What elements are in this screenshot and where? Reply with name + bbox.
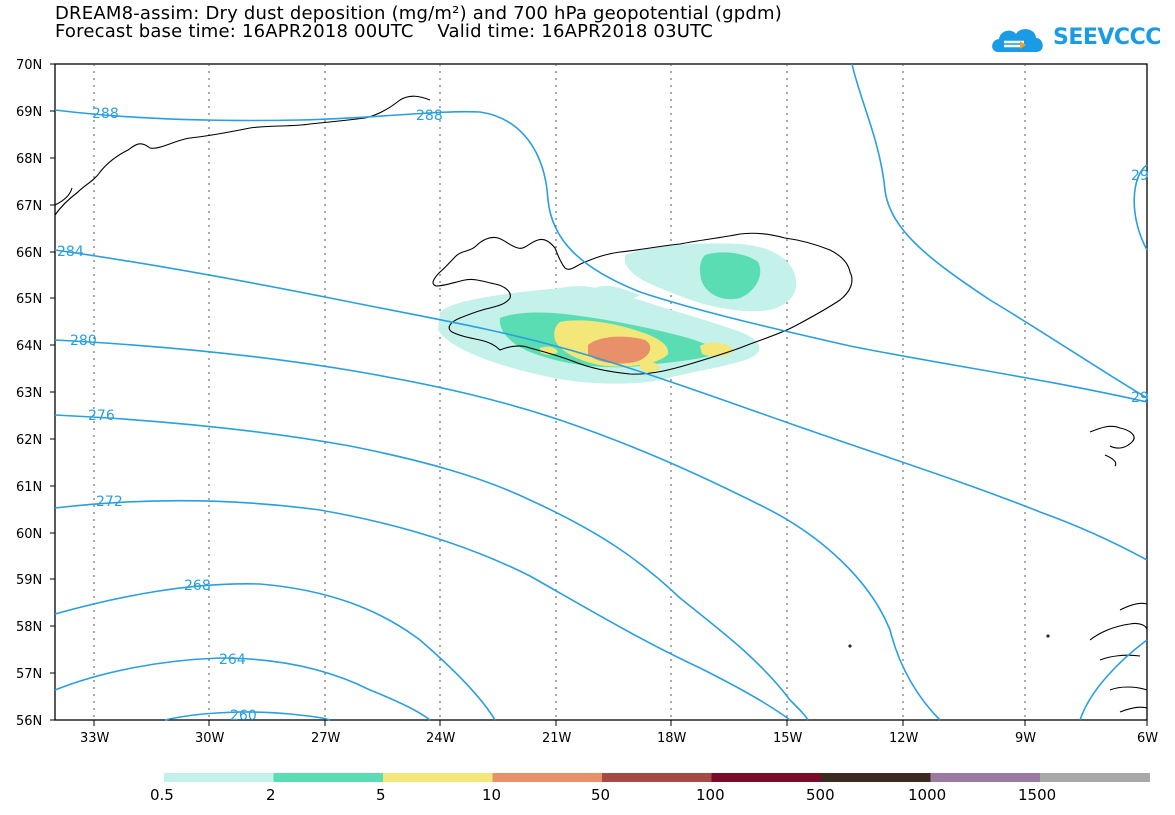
lat-label: 56N — [16, 714, 42, 729]
lon-label: 12W — [889, 731, 919, 746]
legend-swatch — [711, 773, 822, 782]
contour-label: 288 — [416, 108, 443, 124]
lat-ticks — [50, 63, 55, 721]
coastlines — [54, 95, 1148, 713]
lat-label: 70N — [16, 58, 42, 73]
lat-label: 67N — [16, 199, 42, 214]
legend-swatch — [383, 773, 493, 782]
legend-label: 2 — [266, 786, 276, 804]
legend-colorbar — [164, 773, 1150, 782]
lon-label: 27W — [311, 731, 341, 746]
legend-label: 10 — [482, 786, 501, 804]
contour-labels: 288 288 284 280 276 272 268 264 260 29 2… — [57, 106, 1149, 724]
lon-label: 6W — [1137, 731, 1158, 746]
lat-label: 60N — [16, 527, 42, 542]
dust-deposition-field — [438, 243, 797, 384]
legend-label: 1500 — [1018, 786, 1056, 804]
contour-label: 272 — [96, 494, 123, 510]
map-frame — [54, 63, 1148, 721]
legend-label: 50 — [591, 786, 610, 804]
contour-label: 288 — [92, 106, 119, 122]
contour-label: 284 — [57, 244, 84, 260]
lat-label: 59N — [16, 573, 42, 588]
lon-label: 18W — [657, 731, 687, 746]
logo-text: SEEVCCC — [1053, 25, 1161, 50]
contour-label: 260 — [230, 708, 257, 724]
latitude-labels: 70N 69N 68N 67N 66N 65N 64N 63N 62N 61N … — [16, 58, 42, 729]
contour-label: 264 — [219, 652, 246, 668]
legend-swatch — [492, 773, 603, 782]
lon-label: 15W — [773, 731, 803, 746]
grid-meridians — [93, 64, 1026, 720]
lon-label: 24W — [426, 731, 456, 746]
legend-swatch — [164, 773, 274, 782]
lat-label: 58N — [16, 620, 42, 635]
lat-label: 65N — [16, 292, 42, 307]
geopotential-contours — [54, 63, 1148, 721]
legend-label: 100 — [696, 786, 725, 804]
chart-title: DREAM8-assim: Dry dust deposition (mg/m²… — [55, 3, 782, 24]
legend-swatch — [930, 773, 1041, 782]
contour-label: 268 — [184, 578, 211, 594]
contour-label: 29 — [1131, 168, 1149, 184]
contour-label: 276 — [88, 408, 115, 424]
lat-label: 69N — [16, 105, 42, 120]
lat-label: 57N — [16, 667, 42, 682]
contour-label: 29 — [1131, 390, 1149, 406]
lon-ticks — [93, 720, 1148, 726]
legend-labels: 0.5 2 5 10 50 100 500 1000 1500 — [150, 786, 1056, 804]
lat-label: 63N — [16, 386, 42, 401]
lat-label: 61N — [16, 480, 42, 495]
legend-swatch — [602, 773, 712, 782]
legend-label: 0.5 — [150, 786, 174, 804]
lat-label: 64N — [16, 339, 42, 354]
lat-label: 68N — [16, 152, 42, 167]
lon-label: 33W — [80, 731, 110, 746]
lat-label: 66N — [16, 246, 42, 261]
legend-swatch — [821, 773, 931, 782]
longitude-labels: 33W 30W 27W 24W 21W 18W 15W 12W 9W 6W — [80, 731, 1158, 746]
lon-label: 21W — [542, 731, 572, 746]
lon-label: 30W — [195, 731, 225, 746]
lon-label: 9W — [1015, 731, 1036, 746]
legend-label: 500 — [806, 786, 835, 804]
cloud-icon — [992, 29, 1043, 52]
lat-label: 62N — [16, 433, 42, 448]
chart-subtitle: Forecast base time: 16APR2018 00UTC Vali… — [55, 21, 714, 42]
contour-label: 280 — [70, 333, 97, 349]
legend-label: 1000 — [908, 786, 946, 804]
legend-label: 5 — [376, 786, 386, 804]
legend-swatch — [273, 773, 384, 782]
legend-swatch — [1040, 773, 1150, 782]
